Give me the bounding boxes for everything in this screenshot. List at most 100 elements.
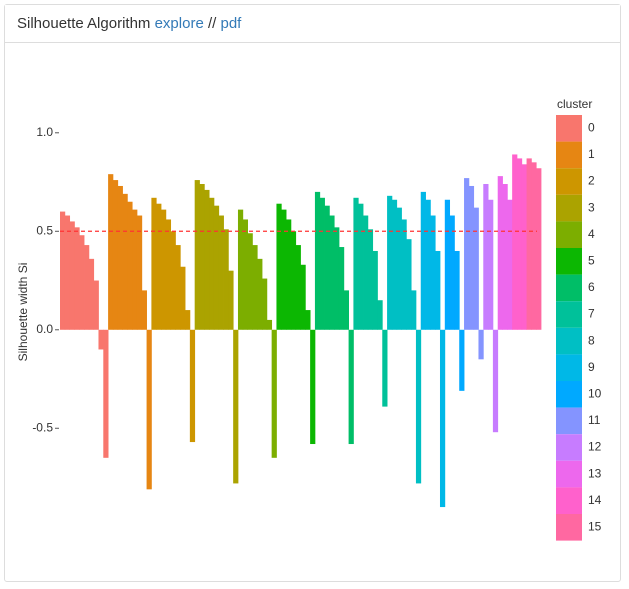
legend-key [556,354,582,381]
silhouette-bar [338,247,345,330]
silhouette-bar [132,209,138,330]
silhouette-bar [526,158,532,330]
silhouette-bar [156,203,162,330]
silhouette-bar [468,185,475,330]
silhouette-bar [60,211,66,330]
y-tick-label: 1.0 [36,125,53,139]
silhouette-bar [88,258,95,330]
legend-key [556,141,582,169]
silhouette-bar [271,329,277,458]
silhouette-bar [165,219,172,330]
silhouette-bar [276,203,282,330]
silhouette-bar [435,250,441,330]
legend-label: 4 [588,227,595,241]
silhouette-bar [290,231,297,330]
legend-key [556,115,582,142]
silhouette-bar [122,193,128,330]
legend-key [556,407,582,435]
panel-header: Silhouette Algorithm explore // pdf [5,5,620,43]
silhouette-bar [209,197,215,330]
silhouette-bar [439,329,446,508]
legend-key [556,248,582,275]
silhouette-bar [112,180,119,330]
legend-key [556,168,582,195]
y-tick-label: -0.5 [32,420,53,434]
silhouette-bar [98,329,104,350]
silhouette-bar [213,205,220,330]
silhouette-bar [64,215,71,330]
silhouette-bar [483,184,489,330]
silhouette-bar [170,231,176,330]
silhouette-bar [204,189,210,330]
explore-link[interactable]: explore [154,15,204,32]
panel: Silhouette Algorithm explore // pdf [4,4,621,582]
silhouette-bar [266,319,273,330]
legend-label: 8 [588,333,595,347]
silhouette-bar [310,329,316,445]
pdf-link[interactable]: pdf [220,15,242,32]
silhouette-bar [199,184,205,330]
silhouette-bar [257,258,263,330]
silhouette-bar [180,266,186,330]
legend-label: 10 [588,386,602,400]
silhouette-bar [103,329,109,458]
silhouette-bar [516,158,523,330]
legend-label: 15 [588,519,602,533]
legend-label: 6 [588,280,595,294]
silhouette-bar [492,329,499,433]
legend-key [556,221,582,248]
silhouette-bar [189,329,196,443]
silhouette-bar [127,201,133,330]
silhouette-bar [74,227,80,330]
legend-label: 7 [588,307,595,321]
silhouette-bar [233,329,239,484]
legend-label: 1 [588,147,595,161]
legend-key [556,301,582,328]
silhouette-bar [69,221,75,330]
silhouette-bar [454,250,460,330]
legend-key [556,514,582,541]
silhouette-bar [324,205,330,330]
legend-key [556,381,582,408]
silhouette-bar [262,278,268,330]
silhouette-bar [228,270,234,330]
silhouette-bar [286,219,292,330]
y-tick-label: 0.5 [36,223,53,237]
silhouette-bar [473,207,479,330]
silhouette-bar [363,215,369,330]
silhouette-bar [242,219,248,330]
silhouette-bar [84,245,90,330]
silhouette-bar [151,197,157,330]
silhouette-bar [136,215,143,330]
silhouette-bar [329,215,335,330]
silhouette-bar [305,310,311,330]
silhouette-bar [343,290,349,330]
silhouette-bar [464,178,470,330]
silhouette-bar [420,191,426,330]
silhouette-bar [536,168,542,330]
silhouette-bar [117,185,123,330]
silhouette-bar [141,290,147,330]
silhouette-bar [444,199,451,330]
silhouette-bar [108,174,114,330]
silhouette-bar [502,184,508,330]
silhouette-bar [281,209,287,330]
y-tick-label: 0.0 [36,322,53,336]
silhouette-bar [218,215,224,330]
silhouette-bar [372,250,378,330]
silhouette-bar [512,154,518,330]
silhouette-bar [146,329,152,490]
silhouette-bar [521,164,527,330]
silhouette-bar [93,280,99,330]
silhouette-bar [406,239,412,330]
silhouette-bar [459,329,465,391]
silhouette-bar [252,245,258,330]
legend-key [556,460,582,488]
legend-title: cluster [557,97,592,111]
silhouette-bar [382,329,388,407]
panel-title: Silhouette Algorithm [17,15,151,32]
silhouette-bar [185,310,191,330]
silhouette-bar [415,329,422,484]
